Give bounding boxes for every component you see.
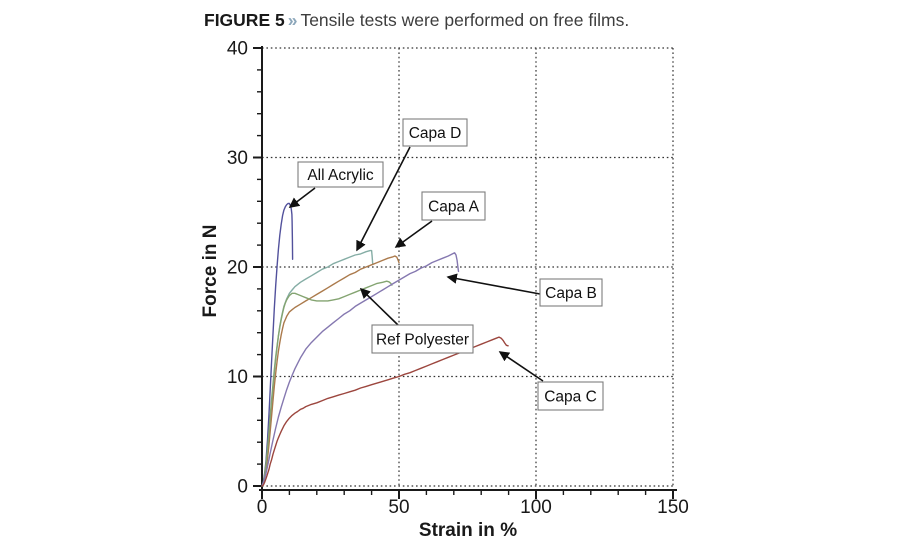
x-tick-label-0: 0 [257,497,268,518]
figure-title: FIGURE 5» Tensile tests were performed on… [204,10,629,31]
annotation-label-capa-b: Capa B [545,285,597,302]
annotation-arrow-capa-a [394,220,433,248]
annotation-label-ref-polyester: Ref Polyester [376,332,469,349]
axis-tick-labels: 0 10 20 30 40 0 50 100 150 [227,39,689,519]
axes [259,46,677,491]
y-tick-label-20: 20 [227,258,248,279]
figure-title-text: Tensile tests were performed on free fil… [300,10,630,30]
annotation-arrow-all-acrylic [288,187,316,208]
curve-annotations: All Acrylic Capa D Capa A Capa B Ref Polyest… [288,118,604,411]
grid-lines [262,47,674,488]
curve-ref-polyester [261,280,393,487]
y-axis-title: Force in N [200,225,221,318]
curve-capa-d [261,249,374,487]
x-tick-label-100: 100 [520,497,552,518]
annotation-arrow-ref-polyester [359,287,399,326]
figure-title-separator-icon: » [287,10,298,30]
x-tick-label-150: 150 [657,497,689,518]
annotation-arrow-capa-d [356,146,411,252]
annotation-box-capa-c [537,381,604,411]
annotation-box-capa-a [421,191,486,221]
curve-capa-b [261,252,460,487]
y-tick-label-40: 40 [227,39,248,60]
annotation-box-all-acrylic [297,161,384,188]
axis-ticks [253,47,674,499]
annotation-label-capa-a: Capa A [428,199,480,216]
y-tick-label-0: 0 [237,477,248,498]
annotation-label-capa-c: Capa C [544,389,597,406]
annotation-box-capa-d [402,118,468,147]
x-tick-label-50: 50 [388,497,409,518]
annotation-box-ref-polyester [371,324,474,354]
annotation-arrow-capa-c [498,351,544,382]
figure-title-prefix: FIGURE 5 [204,10,285,30]
annotation-box-capa-b [539,278,603,307]
data-curves [261,202,509,487]
x-axis-title: Strain in % [419,520,517,541]
annotation-arrow-capa-b [446,273,541,295]
y-tick-label-10: 10 [227,367,248,388]
y-tick-label-30: 30 [227,148,248,169]
annotation-label-capa-d: Capa D [409,125,462,142]
curve-capa-a [261,255,400,487]
annotation-label-all-acrylic: All Acrylic [307,167,374,184]
